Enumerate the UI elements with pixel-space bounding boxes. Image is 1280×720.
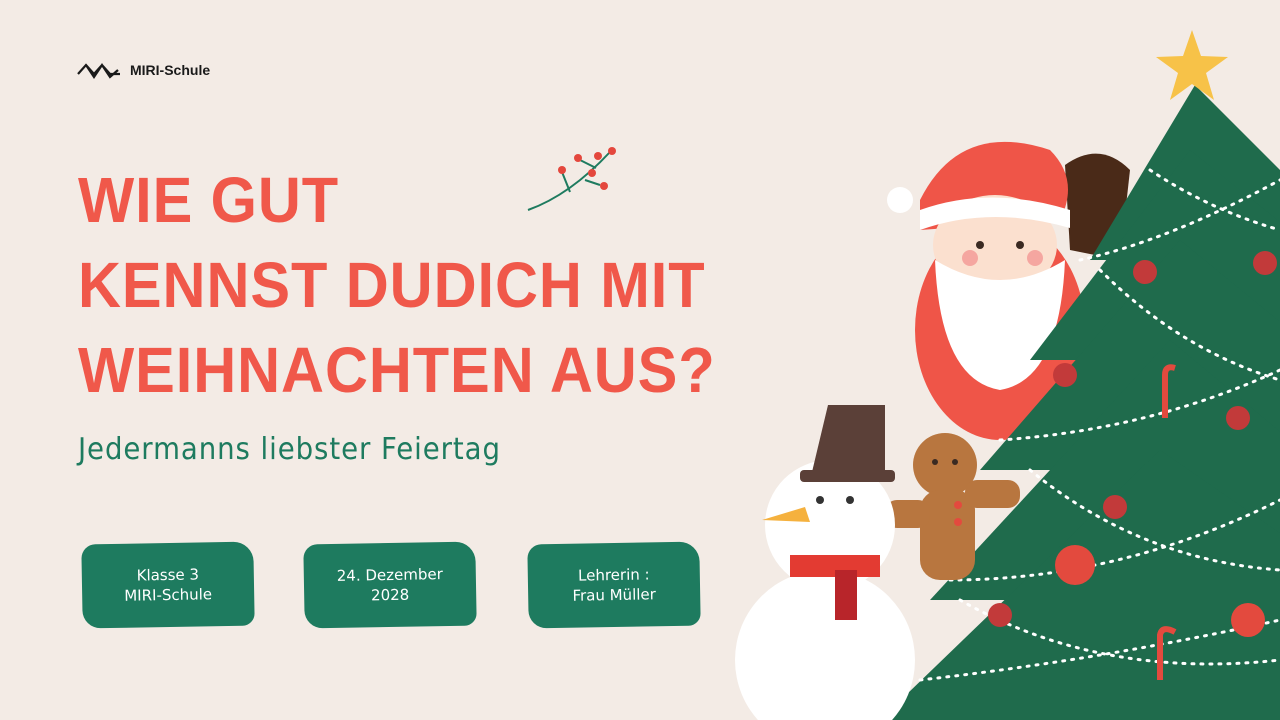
subtitle: Jedermanns liebster Feiertag bbox=[78, 432, 501, 467]
badge-line: Lehrerin : bbox=[577, 565, 650, 585]
title-line: WEIHNACHTEN AUS? bbox=[78, 334, 716, 406]
page-title: WIE GUT KENNST DUDICH MIT WEIHNACHTEN AU… bbox=[78, 158, 716, 413]
title-line: WIE GUT bbox=[78, 164, 340, 236]
christmas-tree bbox=[880, 85, 1280, 720]
class-badge: Klasse 3 MIRI-Schule bbox=[81, 541, 255, 629]
teacher-badge: Lehrerin : Frau Müller bbox=[527, 541, 701, 629]
badge-line: 24. Dezember bbox=[336, 565, 443, 585]
title-line: KENNST DUDICH MIT bbox=[78, 249, 706, 321]
brand-logo: MIRI-Schule bbox=[76, 60, 210, 80]
date-badge: 24. Dezember 2028 bbox=[303, 541, 477, 629]
badge-line: 2028 bbox=[370, 585, 410, 605]
gingerbread-man bbox=[885, 433, 1020, 580]
badge-line: Frau Müller bbox=[572, 585, 656, 605]
brand-name: MIRI-Schule bbox=[130, 62, 211, 78]
snowman bbox=[735, 405, 915, 720]
berry-branch-icon bbox=[527, 147, 616, 211]
mountain-wave-logo-icon bbox=[77, 63, 120, 79]
badge-line: MIRI-Schule bbox=[124, 585, 213, 605]
badge-line: Klasse 3 bbox=[136, 565, 200, 585]
star-icon bbox=[1156, 30, 1228, 100]
